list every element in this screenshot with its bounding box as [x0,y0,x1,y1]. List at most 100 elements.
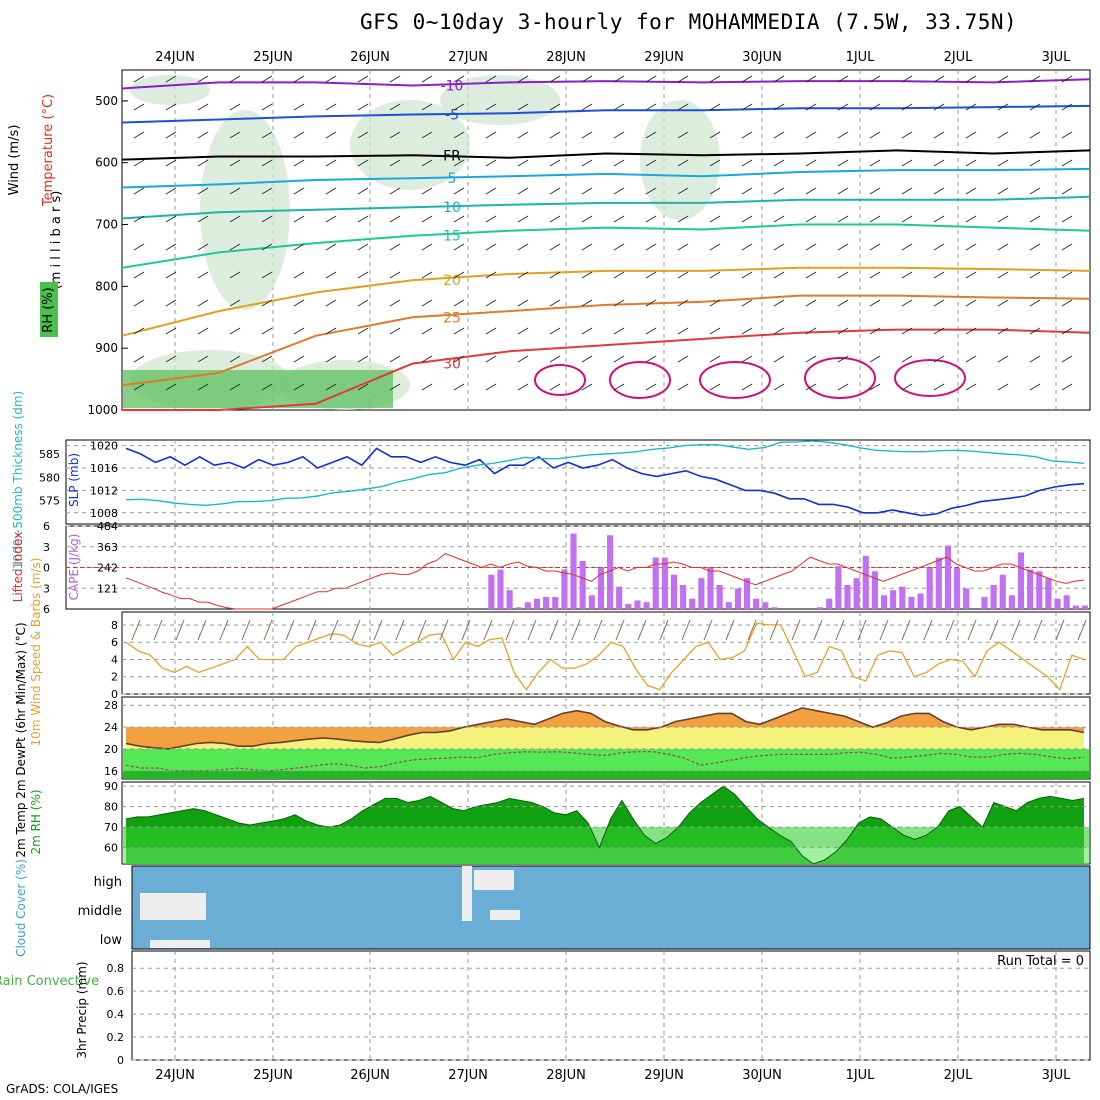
wind-barb [613,327,625,335]
lifted-index-label: Lifted Index [11,532,25,603]
slp-panel-frame [65,439,1091,525]
cape-bar [689,598,696,609]
precip-tick: 0.4 [107,1008,125,1021]
cape-bar [652,557,659,609]
wind-barb [389,215,401,223]
cape-bar [506,590,513,609]
wind-barb [773,75,785,83]
wind-barb [613,103,625,111]
wind-barb [709,103,721,111]
cape-tick: 484 [97,520,118,533]
wind-barb [1055,619,1065,641]
cape-bar [944,545,952,609]
wind-barb [613,215,625,223]
wind-barb [165,215,177,223]
wind-barb [261,355,273,363]
wind-barb [933,131,945,139]
wind-barb [747,619,757,641]
wind-barb [791,619,801,641]
wind-barb [549,187,561,195]
wind-barb [869,103,881,111]
wind-barb [453,131,465,139]
wind-barb [837,299,849,307]
isotherm-line [121,195,1091,220]
cape-bar [1036,571,1043,609]
wind-barb [293,327,305,335]
wind-barb [571,619,581,641]
cape-bar [1008,595,1015,609]
wind-barb [965,327,977,335]
wind10-panel [121,611,1091,695]
wind-barb [389,271,401,279]
wind-barb [1029,355,1041,363]
wind-barb [421,243,433,251]
wind-barb [1061,271,1073,279]
wind10-panel-frame [121,611,1091,695]
wind-barb [175,619,185,641]
wind-barb [613,159,625,167]
wind-barb [677,187,689,195]
wind-barb [453,187,465,195]
wind-barb [837,159,849,167]
cape-bar [880,595,888,609]
wind-barb [965,383,977,391]
wind-barb [261,187,273,195]
wind-barb [357,355,369,363]
cape-bar [990,584,997,609]
wind-barb [965,187,977,195]
date-label-bottom: 30JUN [742,1068,782,1083]
slp-panel [65,439,1091,525]
wind-barb [357,103,369,111]
pressure-axis-label: (m i l l i b a r s) [49,191,64,290]
temp-tick: 16 [104,765,118,778]
wind-barb [645,215,657,223]
convective-contour [804,357,876,399]
cape-bar [643,602,650,609]
wind-barb [165,383,177,391]
wind-barb [933,215,945,223]
wind-barb [165,243,177,251]
wind-barb [357,75,369,83]
cape-bar [680,584,687,609]
wind-barb [229,103,241,111]
wind-barb [389,243,401,251]
isotherm-line [121,104,1091,124]
wind-barb [325,383,337,391]
wind-barb [613,131,625,139]
wind-barb [645,243,657,251]
wind-barb [197,131,209,139]
wind-barb [229,327,241,335]
temp-tick: 24 [104,721,118,734]
wind-barb [389,299,401,307]
wind-barb [709,187,721,195]
wind-barb [165,187,177,195]
rh-line [125,785,1085,865]
wind-barb [923,619,933,641]
wind-barb [421,215,433,223]
wind-barb [549,159,561,167]
wind-barb [933,187,945,195]
wind-barb [965,103,977,111]
wind-barb [741,243,753,251]
wind-barb [709,131,721,139]
wind-barb [901,383,913,391]
wind-barb [805,215,817,223]
wind-barb [133,103,145,111]
wind-barb [741,131,753,139]
isotherm-line [121,223,1091,269]
wind-barb [453,75,465,83]
wind-barb [325,187,337,195]
wind-barb [517,75,529,83]
wind-barb [709,271,721,279]
cape-bar [670,574,678,609]
wind-barb [613,383,625,391]
wind-barb [645,355,657,363]
wind-barb [613,271,625,279]
cape-bar [597,567,604,609]
wind-barb [965,271,977,279]
wind-side-label: Wind (m/s) [7,125,22,196]
wind-barb [197,215,209,223]
date-label-top: 25JUN [253,50,293,65]
wind-barb [325,215,337,223]
